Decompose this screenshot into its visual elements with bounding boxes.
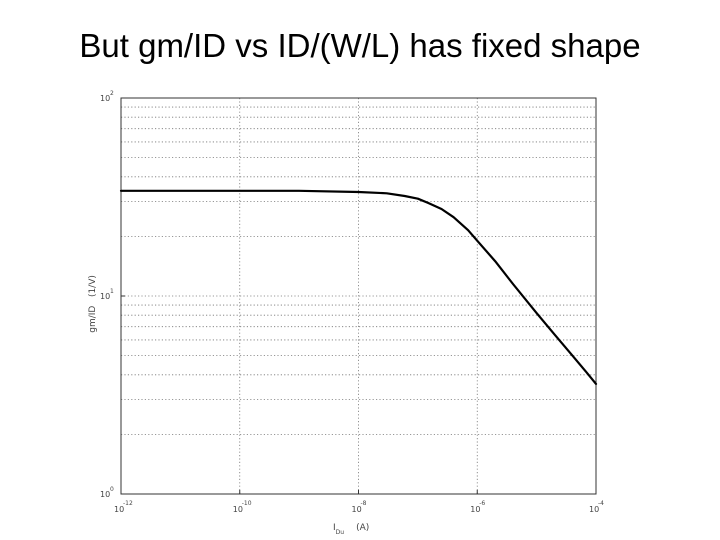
x-tick-base: 10 — [352, 505, 362, 514]
x-tick-base: 10 — [233, 505, 243, 514]
series — [119, 189, 598, 385]
y-tick-label: 102 — [100, 90, 114, 103]
slide-title: But gm/ID vs ID/(W/L) has fixed shape — [79, 27, 641, 64]
y-axis-label: gm/ID (1/V) — [88, 275, 98, 333]
y-tick-exponent: 2 — [110, 90, 114, 97]
y-tick-base: 10 — [100, 490, 110, 499]
x-tick-exponent: -12 — [123, 500, 133, 507]
x-tick-exponent: -10 — [242, 500, 252, 507]
y-tick-exponent: 1 — [110, 288, 114, 295]
x-tick-exponent: -8 — [361, 500, 367, 507]
y-tick-exponent: 0 — [110, 486, 114, 493]
x-tick-base: 10 — [589, 505, 599, 514]
y-tick-base: 10 — [100, 292, 110, 301]
y-tick-label: 100 — [100, 486, 114, 499]
x-tick-base: 10 — [470, 505, 480, 514]
x-tick-label: 10-6 — [470, 500, 485, 514]
x-tick-label: 10-10 — [233, 500, 252, 514]
grid — [121, 98, 596, 494]
x-tick-exponent: -4 — [598, 500, 604, 507]
x-axis-label: IDu (A) — [333, 523, 369, 536]
x-tick-label: 10-4 — [589, 500, 604, 514]
y-tick-label: 101 — [100, 288, 114, 301]
series-line — [119, 189, 598, 385]
x-axis-label-sub: Du — [336, 529, 345, 536]
x-tick-label: 10-8 — [352, 500, 367, 514]
x-tick-base: 10 — [114, 505, 124, 514]
x-axis-label-main: I — [333, 523, 336, 533]
x-tick-exponent: -6 — [479, 500, 485, 507]
x-axis-label-unit: (A) — [356, 523, 369, 533]
y-tick-base: 10 — [100, 94, 110, 103]
axis-labels: IDu (A) gm/ID (1/V) — [88, 275, 369, 536]
x-tick-label: 10-12 — [114, 500, 133, 514]
